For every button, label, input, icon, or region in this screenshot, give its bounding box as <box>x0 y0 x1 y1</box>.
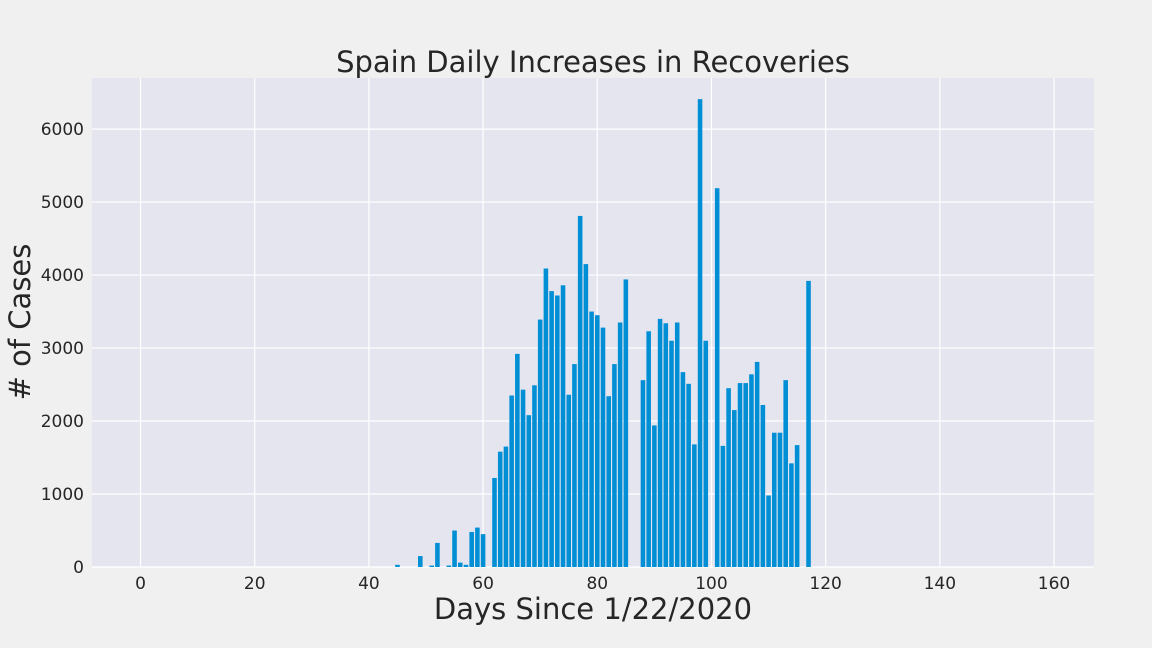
x-tick-label: 60 <box>472 574 494 594</box>
y-tick-label: 3000 <box>41 339 84 359</box>
bar <box>543 268 549 567</box>
bar <box>492 477 497 567</box>
y-tick-labels: 0 1000 2000 3000 4000 5000 6000 <box>41 120 84 578</box>
bar <box>446 565 452 567</box>
bar <box>726 388 731 567</box>
bar <box>515 353 520 567</box>
bar <box>760 404 766 567</box>
bar <box>686 383 691 567</box>
bar <box>680 372 686 567</box>
bar <box>526 415 532 567</box>
bar <box>640 380 646 567</box>
y-tick-label: 5000 <box>41 193 84 213</box>
bar <box>777 432 783 567</box>
bar <box>743 383 749 567</box>
chart-title: Spain Daily Increases in Recoveries <box>336 45 850 79</box>
bar <box>395 564 400 567</box>
bar <box>806 280 811 567</box>
bar <box>452 530 457 567</box>
bar <box>652 425 657 567</box>
bar <box>612 364 617 567</box>
bar <box>697 99 703 568</box>
bar <box>577 215 583 567</box>
y-tick-label: 1000 <box>41 485 84 505</box>
bar <box>503 446 509 567</box>
bar <box>794 445 800 567</box>
bar <box>589 311 594 567</box>
x-tick-label: 160 <box>1038 574 1070 594</box>
bar <box>520 389 526 567</box>
bar <box>783 380 788 567</box>
x-tick-label: 120 <box>809 574 841 594</box>
y-axis-label: # of Cases <box>3 244 37 401</box>
bar <box>457 562 463 567</box>
bar <box>720 445 726 567</box>
bar <box>600 327 606 567</box>
bar <box>480 534 486 567</box>
y-tick-label: 6000 <box>41 120 84 140</box>
x-tick-labels: 0 20 40 60 80 100 120 140 160 <box>135 574 1070 594</box>
bar <box>674 322 680 567</box>
x-tick-label: 100 <box>695 574 727 594</box>
bar <box>549 291 554 567</box>
bar <box>532 385 537 567</box>
bar <box>595 315 600 567</box>
bar <box>714 188 720 567</box>
x-tick-label: 20 <box>244 574 266 594</box>
bar <box>429 565 434 567</box>
bar <box>572 364 577 567</box>
bar <box>692 444 697 567</box>
x-tick-label: 40 <box>358 574 380 594</box>
bar <box>555 295 560 567</box>
x-tick-label: 0 <box>135 574 146 594</box>
bars <box>395 99 811 568</box>
bar <box>566 394 572 567</box>
bar <box>509 395 514 567</box>
bar <box>469 531 474 567</box>
x-axis-label: Days Since 1/22/2020 <box>434 592 752 626</box>
bar <box>560 285 566 567</box>
bar <box>617 322 623 567</box>
bar <box>537 319 543 567</box>
bar <box>737 383 743 567</box>
bar <box>435 542 440 567</box>
bar <box>789 463 794 567</box>
bar <box>749 374 754 567</box>
bar <box>497 451 503 567</box>
bar <box>623 279 629 567</box>
bar <box>657 318 663 567</box>
bar <box>754 361 760 567</box>
bar <box>646 331 651 567</box>
y-tick-label: 4000 <box>41 266 84 286</box>
vertical-gridlines <box>139 78 1055 567</box>
y-tick-label: 2000 <box>41 412 84 432</box>
bar <box>771 432 777 567</box>
x-tick-label: 80 <box>586 574 608 594</box>
bar <box>606 396 611 567</box>
bar <box>703 340 709 567</box>
bar <box>663 323 669 567</box>
bar <box>583 264 589 567</box>
bar <box>766 495 771 567</box>
bar <box>418 556 423 567</box>
x-tick-label: 140 <box>924 574 956 594</box>
bar <box>732 410 737 567</box>
bar <box>463 564 469 567</box>
bar <box>669 340 674 567</box>
y-tick-label: 0 <box>73 558 84 578</box>
bar <box>475 527 480 567</box>
